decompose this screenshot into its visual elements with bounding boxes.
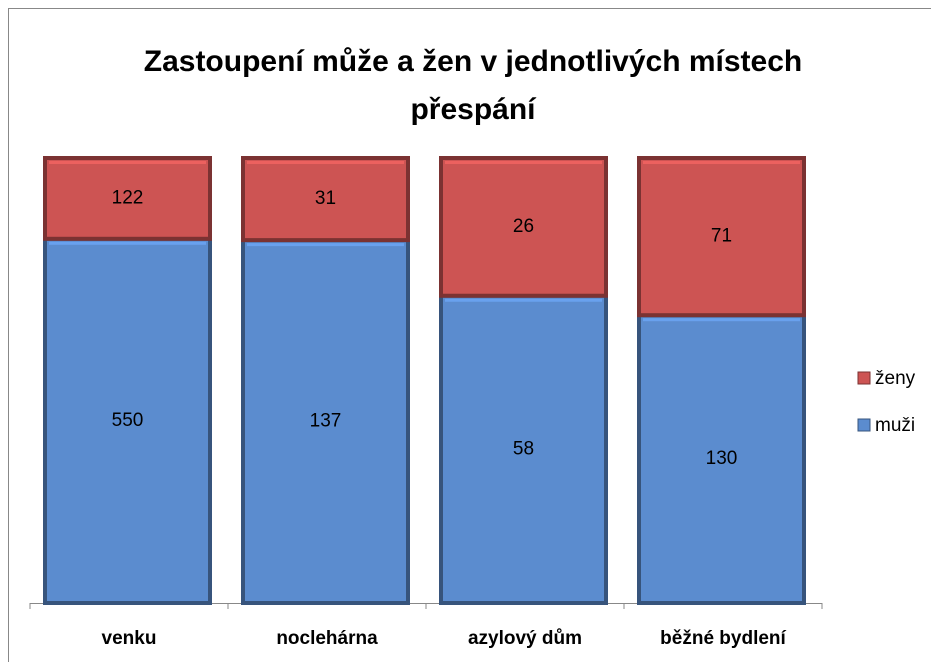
bar-segment	[43, 156, 212, 241]
legend-marker	[857, 418, 871, 432]
bar-highlight	[643, 318, 800, 322]
data-label: 71	[711, 226, 732, 247]
legend-label: muži	[875, 415, 915, 436]
bar-segment	[637, 313, 806, 605]
data-label: 137	[310, 411, 342, 432]
bar-highlight	[49, 161, 206, 164]
data-label: 122	[112, 187, 144, 208]
x-tick-label: azylový dům	[468, 628, 582, 649]
data-label: 31	[315, 188, 336, 209]
data-label: 26	[513, 216, 534, 237]
bar-segment	[241, 238, 410, 605]
bar-highlight	[445, 161, 602, 164]
chart-border	[8, 8, 931, 662]
bar-highlight	[445, 298, 602, 302]
bar-segment	[637, 156, 806, 318]
bar-highlight	[643, 161, 800, 164]
bar-highlight	[247, 243, 404, 247]
bar-segment	[43, 236, 212, 605]
legend-label: ženy	[875, 368, 916, 389]
x-tick-label: venku	[102, 628, 157, 649]
legend-marker	[857, 371, 871, 385]
bar-segment	[439, 156, 608, 298]
data-label: 58	[513, 438, 534, 459]
x-tick-label: běžné bydlení	[660, 628, 786, 649]
bar-highlight	[247, 161, 404, 164]
data-label: 550	[112, 410, 144, 431]
data-label: 130	[706, 448, 738, 469]
bar-highlight	[49, 241, 206, 245]
bar-segment	[241, 156, 410, 243]
x-tick-label: noclehárna	[276, 628, 378, 649]
chart-title: Zastoupení může a žen v jednotlivých mís…	[143, 45, 803, 126]
